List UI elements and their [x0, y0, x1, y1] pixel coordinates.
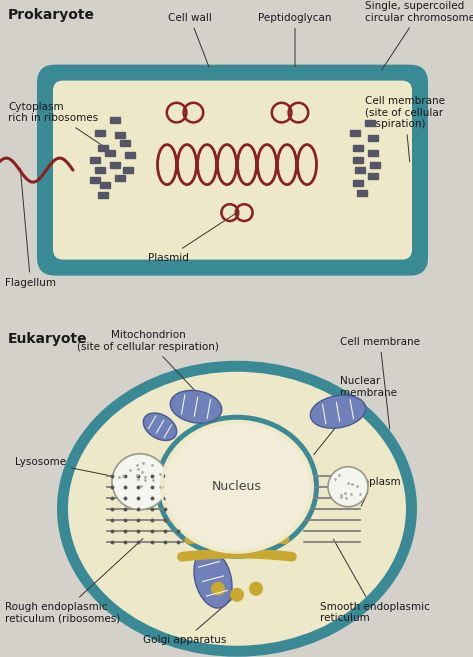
Text: Cytoplasm
rich in ribosomes: Cytoplasm rich in ribosomes — [8, 102, 111, 151]
Bar — [110, 162, 120, 168]
Circle shape — [211, 581, 225, 596]
Bar — [368, 173, 378, 179]
FancyBboxPatch shape — [53, 81, 412, 260]
Circle shape — [328, 466, 368, 507]
Text: Plasmid: Plasmid — [148, 214, 235, 263]
Bar — [368, 135, 378, 141]
Ellipse shape — [57, 361, 417, 657]
Text: Lysosome: Lysosome — [15, 457, 137, 481]
Bar — [95, 167, 105, 173]
Bar — [368, 150, 378, 156]
Bar — [90, 177, 100, 183]
Circle shape — [230, 588, 244, 602]
Text: Cell membrane
(site of cellular
respiration): Cell membrane (site of cellular respirat… — [365, 96, 445, 162]
Text: Nuclear
membrane: Nuclear membrane — [314, 376, 397, 455]
Bar — [353, 179, 363, 186]
Ellipse shape — [155, 415, 319, 558]
Bar — [353, 145, 363, 150]
Circle shape — [249, 581, 263, 596]
Bar — [353, 156, 363, 162]
Text: Nucleus: Nucleus — [212, 480, 262, 493]
Text: Rough endoplasmic
reticulum (ribosomes): Rough endoplasmic reticulum (ribosomes) — [5, 539, 143, 623]
Text: Cytoplasm: Cytoplasm — [345, 477, 401, 507]
Text: Single, supercoiled
circular chromosome: Single, supercoiled circular chromosome — [365, 1, 473, 70]
Bar — [365, 120, 375, 125]
Bar — [90, 156, 100, 162]
Bar — [355, 167, 365, 173]
Text: Prokaryote: Prokaryote — [8, 8, 95, 22]
Bar — [120, 139, 130, 146]
Bar — [115, 131, 125, 137]
Ellipse shape — [160, 420, 314, 554]
Bar — [123, 167, 133, 173]
Bar — [100, 181, 110, 188]
Text: Smooth endoplasmic
reticulum: Smooth endoplasmic reticulum — [320, 539, 430, 623]
Bar — [370, 162, 380, 168]
Text: Peptidoglycan: Peptidoglycan — [258, 12, 332, 67]
Bar — [125, 152, 135, 158]
Ellipse shape — [68, 372, 406, 646]
Text: Flagellum: Flagellum — [5, 168, 56, 288]
Text: Mitochondrion
(site of cellular respiration): Mitochondrion (site of cellular respirat… — [77, 330, 219, 390]
Bar — [350, 129, 360, 135]
Bar — [110, 116, 120, 123]
Bar — [115, 175, 125, 181]
FancyBboxPatch shape — [37, 64, 428, 275]
Ellipse shape — [170, 390, 222, 423]
Text: Golgi apparatus: Golgi apparatus — [143, 597, 235, 645]
Circle shape — [112, 454, 168, 510]
Bar — [357, 190, 367, 196]
Bar — [98, 192, 108, 198]
Ellipse shape — [164, 424, 310, 550]
Bar — [95, 129, 105, 135]
Bar — [105, 150, 115, 156]
Bar — [98, 145, 108, 150]
Ellipse shape — [143, 413, 177, 440]
Ellipse shape — [194, 549, 232, 608]
Ellipse shape — [310, 396, 366, 428]
Ellipse shape — [203, 503, 223, 530]
Text: Cell wall: Cell wall — [168, 12, 212, 67]
Text: Eukaryote: Eukaryote — [8, 332, 88, 346]
Text: Cell membrane: Cell membrane — [340, 337, 420, 429]
